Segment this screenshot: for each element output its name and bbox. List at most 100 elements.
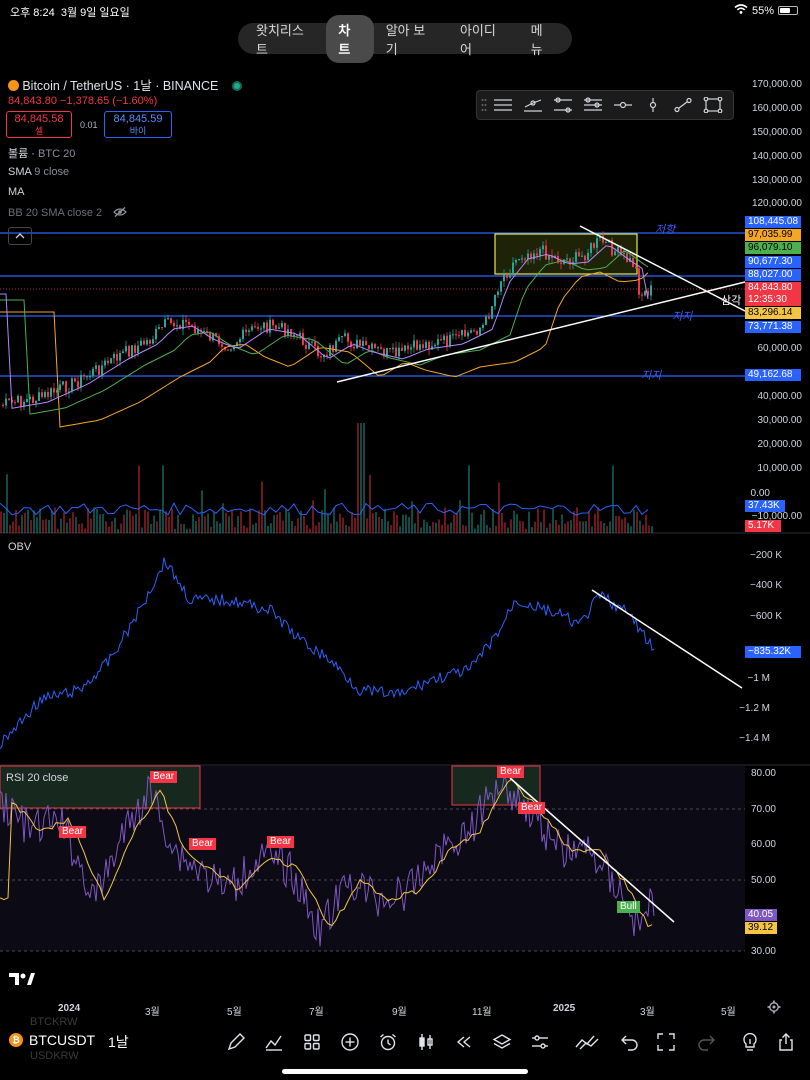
collapse-legend-button[interactable]	[8, 227, 32, 245]
volume-bar	[195, 520, 197, 533]
fullscreen-icon[interactable]	[656, 1032, 676, 1052]
chart-canvas[interactable]	[0, 60, 810, 1010]
bitcoin-icon: ₿	[9, 1033, 23, 1047]
templates-grid-icon[interactable]	[302, 1032, 322, 1052]
candle-body	[2, 404, 4, 406]
volume-bar	[450, 522, 452, 533]
tradingview-logo-icon	[9, 972, 35, 991]
volume-bar	[69, 518, 71, 533]
volume-bar	[531, 527, 533, 533]
candle-body	[122, 351, 124, 353]
tab-menu[interactable]: 메뉴	[530, 22, 543, 57]
volume-bar	[324, 489, 326, 533]
indicator-volume[interactable]: 볼륨 · BTC 20	[8, 148, 76, 160]
volume-bar	[108, 526, 110, 533]
idea-lightbulb-icon[interactable]	[740, 1032, 760, 1052]
add-circle-icon[interactable]	[340, 1032, 360, 1052]
candle-body	[104, 360, 106, 366]
candle-body	[512, 262, 514, 273]
candle-body	[605, 241, 607, 243]
parallel-channel-tool-icon[interactable]	[549, 93, 577, 117]
candle-body	[611, 240, 613, 256]
candle-body	[95, 365, 97, 369]
obv-pane-label[interactable]: OBV	[8, 541, 32, 553]
candle-body	[341, 335, 343, 338]
volume-bar	[174, 528, 176, 533]
candle-body	[8, 398, 10, 400]
candle-body	[509, 272, 511, 278]
rsi-pane-label[interactable]: RSI 20 close	[6, 772, 69, 784]
candle-body	[539, 249, 541, 256]
ghost-symbol: BTCKRW	[30, 1016, 78, 1028]
indicators-icon[interactable]	[264, 1032, 284, 1052]
layers-icon[interactable]	[492, 1032, 512, 1052]
volume-bar	[90, 518, 92, 533]
candle-body	[248, 330, 250, 332]
vertical-line-tool-icon[interactable]	[639, 93, 667, 117]
symbol-selector[interactable]: ₿ BTCUSDT	[9, 1032, 95, 1048]
volume-bar	[237, 516, 239, 533]
candlestick-icon[interactable]	[416, 1032, 436, 1052]
volume-bar	[243, 525, 245, 533]
trend-channel-tool-icon[interactable]	[519, 93, 547, 117]
volume-bar	[12, 521, 14, 533]
sell-button[interactable]: 84,845.58 셀	[6, 111, 72, 138]
redo-icon[interactable]	[696, 1032, 716, 1052]
obv-axis-label: −400 K	[750, 580, 782, 591]
volume-bar	[267, 525, 269, 533]
candle-body	[452, 334, 454, 336]
candle-body	[182, 319, 184, 330]
buy-button[interactable]: 84,845.59 바이	[104, 111, 172, 138]
compare-lines-icon[interactable]	[574, 1032, 600, 1052]
volume-bar	[372, 513, 374, 533]
tab-ideas[interactable]: 아이디어	[459, 22, 496, 57]
volume-bar	[618, 515, 620, 533]
rectangle-tool-icon[interactable]	[699, 93, 727, 117]
drawing-pen-icon[interactable]	[226, 1032, 246, 1052]
volume-bar	[309, 528, 311, 533]
volume-bar	[213, 512, 215, 533]
volume-bar	[588, 511, 590, 533]
alarm-clock-icon[interactable]	[378, 1032, 398, 1052]
volume-bar	[312, 500, 314, 533]
horizontal-ray-tool-icon[interactable]	[609, 93, 637, 117]
indicator-ma[interactable]: MA	[8, 186, 25, 198]
resistance-trend-line	[579, 225, 746, 312]
candle-body	[467, 332, 469, 337]
trend-line-tool-icon[interactable]	[669, 93, 697, 117]
eye-hidden-icon[interactable]	[113, 207, 128, 219]
candle-body	[410, 347, 412, 350]
candle-body	[14, 402, 16, 404]
horizontal-lines-tool-icon[interactable]	[489, 93, 517, 117]
candle-body	[110, 358, 112, 364]
candle-body	[194, 325, 196, 334]
rsi-axis-label: 60.00	[750, 839, 776, 850]
time-axis-label: 3월	[145, 1007, 160, 1018]
volume-bar	[315, 525, 317, 533]
sliders-settings-icon[interactable]	[530, 1032, 550, 1052]
volume-bar	[606, 526, 608, 533]
drag-handle-icon[interactable]	[481, 98, 487, 112]
volume-bar	[375, 512, 377, 533]
annotation-support-1: 지지	[672, 311, 693, 323]
candle-body	[59, 384, 61, 391]
tab-explore[interactable]: 알아 보기	[385, 22, 426, 57]
share-icon[interactable]	[776, 1032, 796, 1052]
undo-icon[interactable]	[620, 1032, 640, 1052]
candle-body	[203, 331, 205, 333]
tab-chart[interactable]: 차트	[326, 14, 374, 63]
volume-bar	[396, 514, 398, 533]
price-range-tool-icon[interactable]	[579, 93, 607, 117]
volume-bar	[27, 510, 29, 533]
tab-watchlist[interactable]: 왓치리스트	[256, 22, 304, 57]
chart-settings-gear-icon[interactable]	[767, 1000, 781, 1019]
candle-body	[641, 294, 643, 296]
indicator-bb[interactable]: BB 20 SMA close 2	[8, 207, 128, 219]
interval-selector[interactable]: 1날	[108, 1034, 129, 1050]
candle-body	[311, 341, 313, 343]
replay-rewind-icon[interactable]	[454, 1032, 474, 1052]
symbol-title[interactable]: Bitcoin / TetherUS · 1날 · BINANCE	[22, 79, 219, 93]
candle-body	[206, 331, 208, 333]
candle-body	[482, 324, 484, 328]
indicator-sma[interactable]: SMA 9 close	[8, 166, 69, 178]
